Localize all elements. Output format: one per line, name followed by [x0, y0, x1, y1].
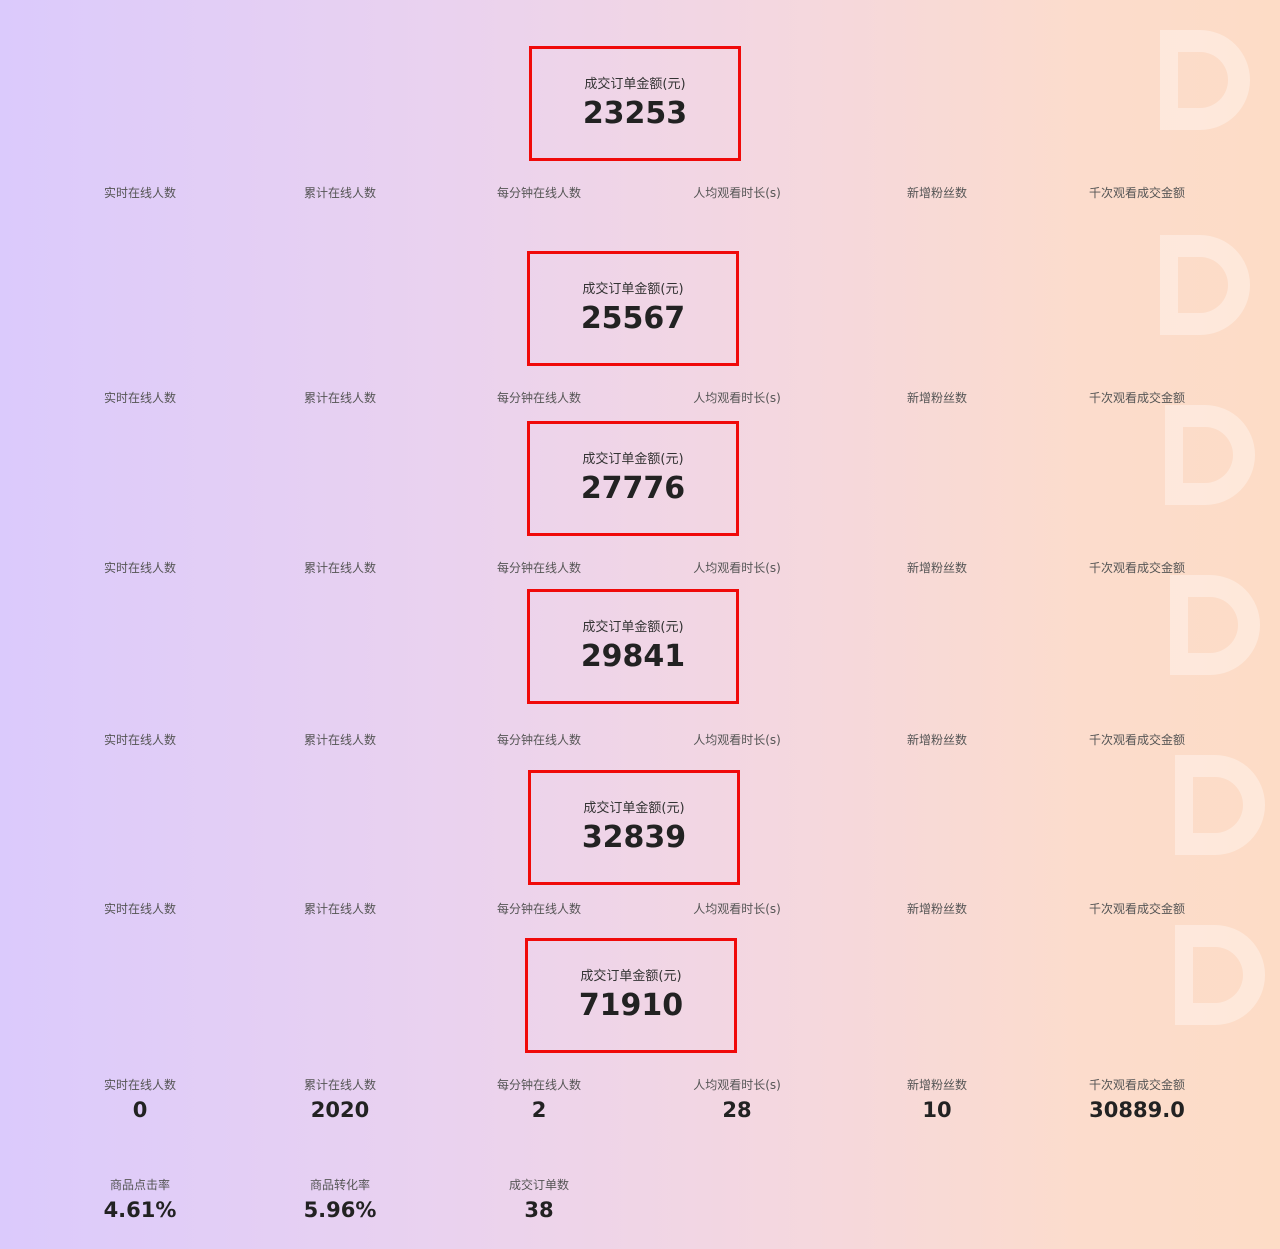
metric-label: 每分钟在线人数	[496, 561, 582, 575]
metric-label: 累计在线人数	[303, 902, 377, 916]
logo	[1170, 575, 1260, 675]
metric-label: 新增粉丝数	[906, 186, 968, 200]
panel-title: 成交订单金额(元)	[584, 77, 686, 92]
panel-value: 27776	[580, 471, 686, 506]
highlight-box	[527, 589, 739, 704]
panel-value: 23253	[582, 96, 688, 131]
logo	[1160, 235, 1250, 335]
metric-value: 2020	[310, 1098, 370, 1122]
metric-label: 人均观看时长(s)	[693, 1078, 781, 1092]
panel-value: 29841	[580, 639, 686, 674]
metric-label: 实时在线人数	[103, 186, 177, 200]
metric-label: 千次观看成交金额	[1088, 561, 1186, 575]
metric-label: 累计在线人数	[303, 1078, 377, 1092]
logo	[1165, 405, 1255, 505]
metric-value: 38	[524, 1198, 554, 1222]
metric-label: 新增粉丝数	[906, 902, 968, 916]
metric-value: 30889.0	[1089, 1098, 1185, 1122]
metric-label: 每分钟在线人数	[496, 391, 582, 405]
metric-label: 千次观看成交金额	[1088, 1078, 1186, 1092]
metric-value: 2	[531, 1098, 547, 1122]
metric-label: 人均观看时长(s)	[693, 561, 781, 575]
logo	[1175, 755, 1265, 855]
metric-label: 累计在线人数	[303, 391, 377, 405]
panel-title: 成交订单金额(元)	[582, 452, 684, 467]
metric-label: 每分钟在线人数	[496, 733, 582, 747]
highlight-box	[525, 938, 737, 1053]
metric-label: 人均观看时长(s)	[693, 902, 781, 916]
metric-label: 新增粉丝数	[906, 561, 968, 575]
metric-label: 每分钟在线人数	[496, 1078, 582, 1092]
metric-label: 实时在线人数	[103, 1078, 177, 1092]
metric-value: 0	[132, 1098, 148, 1122]
metric-label: 新增粉丝数	[906, 733, 968, 747]
metric-label: 千次观看成交金额	[1088, 186, 1186, 200]
panel-value: 71910	[578, 988, 684, 1023]
metric-label: 成交订单数	[508, 1178, 570, 1192]
metric-label: 累计在线人数	[303, 561, 377, 575]
metric-label: 人均观看时长(s)	[693, 186, 781, 200]
metric-label: 新增粉丝数	[906, 391, 968, 405]
panel-value: 32839	[581, 820, 687, 855]
metric-label: 千次观看成交金额	[1088, 902, 1186, 916]
panel-title: 成交订单金额(元)	[583, 801, 685, 816]
metric-label: 千次观看成交金额	[1088, 733, 1186, 747]
metric-label: 实时在线人数	[103, 902, 177, 916]
metric-value: 10	[922, 1098, 952, 1122]
panel-title: 成交订单金额(元)	[582, 282, 684, 297]
metric-label: 商品点击率	[109, 1178, 171, 1192]
metric-label: 千次观看成交金额	[1088, 391, 1186, 405]
highlight-box	[527, 421, 739, 536]
metric-label: 实时在线人数	[103, 561, 177, 575]
panel-title: 成交订单金额(元)	[582, 620, 684, 635]
logo	[1175, 925, 1265, 1025]
metric-label: 累计在线人数	[303, 186, 377, 200]
metric-value: 5.96%	[303, 1198, 377, 1222]
panel-value: 25567	[580, 301, 686, 336]
metric-label: 新增粉丝数	[906, 1078, 968, 1092]
metric-label: 人均观看时长(s)	[693, 733, 781, 747]
metric-value: 4.61%	[103, 1198, 177, 1222]
highlight-box	[527, 251, 739, 366]
highlight-box	[528, 770, 740, 885]
metric-label: 累计在线人数	[303, 733, 377, 747]
metric-label: 实时在线人数	[103, 733, 177, 747]
metric-label: 人均观看时长(s)	[693, 391, 781, 405]
metric-label: 每分钟在线人数	[496, 902, 582, 916]
metric-label: 商品转化率	[309, 1178, 371, 1192]
metric-label: 每分钟在线人数	[496, 186, 582, 200]
metric-value: 28	[722, 1098, 752, 1122]
metric-label: 实时在线人数	[103, 391, 177, 405]
highlight-box	[529, 46, 741, 161]
logo	[1160, 30, 1250, 130]
panel-title: 成交订单金额(元)	[580, 969, 682, 984]
